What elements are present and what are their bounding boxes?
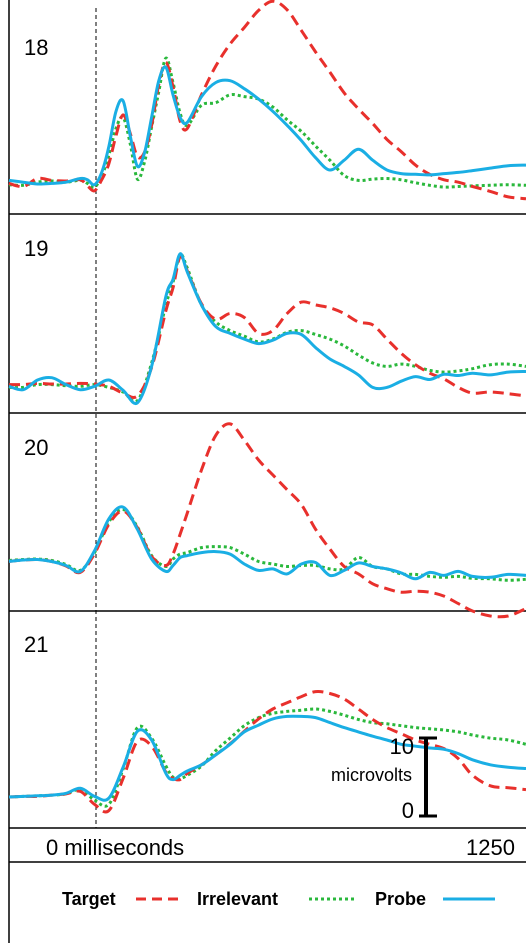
legend-label-irrelevant: Irrelevant xyxy=(197,889,278,909)
panel-18 xyxy=(8,0,526,201)
waveform-irrelevant-18 xyxy=(8,56,526,189)
scale-bar-top-label: 10 xyxy=(390,734,414,759)
panel-label-21: 21 xyxy=(24,632,48,657)
legend: Target Irrelevant Probe xyxy=(62,889,495,909)
panel-20 xyxy=(8,422,526,619)
panel-label-20: 20 xyxy=(24,435,48,460)
waveform-probe-18 xyxy=(8,65,526,187)
waveform-target-19 xyxy=(8,254,526,399)
waveform-probe-19 xyxy=(8,252,526,406)
waveform-irrelevant-20 xyxy=(8,507,526,582)
panel-19 xyxy=(8,252,526,406)
waveform-target-21 xyxy=(8,689,526,814)
panel-label-19: 19 xyxy=(24,236,48,261)
scale-bar: 10 microvolts 0 xyxy=(331,734,437,823)
legend-label-probe: Probe xyxy=(375,889,426,909)
waveform-target-18 xyxy=(8,0,526,201)
panel-21 xyxy=(8,689,526,814)
legend-label-target: Target xyxy=(62,889,116,909)
scale-bar-bottom-label: 0 xyxy=(402,798,414,823)
waveform-irrelevant-19 xyxy=(8,252,526,404)
waveform-irrelevant-21 xyxy=(8,707,526,808)
xaxis-start-label: 0 milliseconds xyxy=(46,835,184,860)
waveform-target-20 xyxy=(8,422,526,619)
panel-label-18: 18 xyxy=(24,35,48,60)
waveform-probe-21 xyxy=(8,714,526,802)
xaxis-end-label: 1250 xyxy=(466,835,515,860)
waveform-probe-20 xyxy=(8,505,526,581)
scale-bar-unit-label: microvolts xyxy=(331,765,412,785)
